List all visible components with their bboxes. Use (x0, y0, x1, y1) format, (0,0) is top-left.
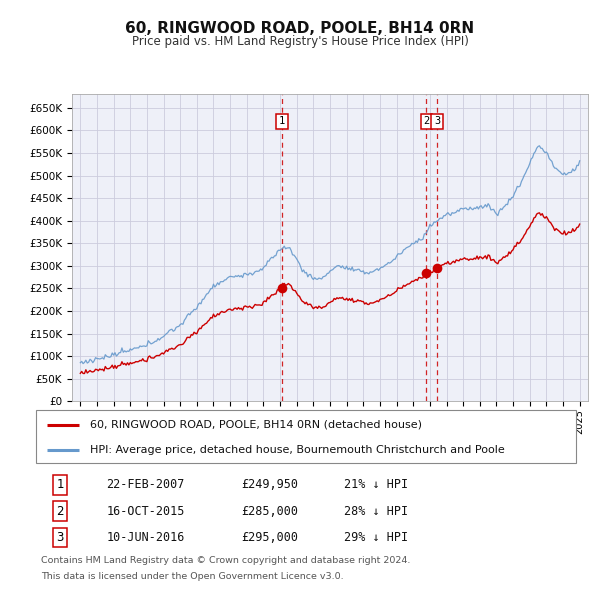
Text: 28% ↓ HPI: 28% ↓ HPI (344, 505, 408, 518)
Text: Contains HM Land Registry data © Crown copyright and database right 2024.: Contains HM Land Registry data © Crown c… (41, 556, 411, 565)
Text: 29% ↓ HPI: 29% ↓ HPI (344, 531, 408, 544)
Text: £285,000: £285,000 (241, 505, 298, 518)
Text: 2: 2 (423, 116, 430, 126)
Text: 60, RINGWOOD ROAD, POOLE, BH14 0RN: 60, RINGWOOD ROAD, POOLE, BH14 0RN (125, 21, 475, 35)
Text: 10-JUN-2016: 10-JUN-2016 (106, 531, 185, 544)
Text: 1: 1 (56, 478, 64, 491)
Text: 22-FEB-2007: 22-FEB-2007 (106, 478, 185, 491)
Text: £249,950: £249,950 (241, 478, 298, 491)
Text: 1: 1 (279, 116, 286, 126)
Text: 60, RINGWOOD ROAD, POOLE, BH14 0RN (detached house): 60, RINGWOOD ROAD, POOLE, BH14 0RN (deta… (90, 420, 422, 430)
Text: 3: 3 (56, 531, 64, 544)
Text: This data is licensed under the Open Government Licence v3.0.: This data is licensed under the Open Gov… (41, 572, 344, 582)
Text: 16-OCT-2015: 16-OCT-2015 (106, 505, 185, 518)
Text: 3: 3 (434, 116, 440, 126)
Text: Price paid vs. HM Land Registry's House Price Index (HPI): Price paid vs. HM Land Registry's House … (131, 35, 469, 48)
Text: 21% ↓ HPI: 21% ↓ HPI (344, 478, 408, 491)
FancyBboxPatch shape (36, 410, 576, 463)
Text: HPI: Average price, detached house, Bournemouth Christchurch and Poole: HPI: Average price, detached house, Bour… (90, 445, 505, 455)
Text: £295,000: £295,000 (241, 531, 298, 544)
Text: 2: 2 (56, 505, 64, 518)
